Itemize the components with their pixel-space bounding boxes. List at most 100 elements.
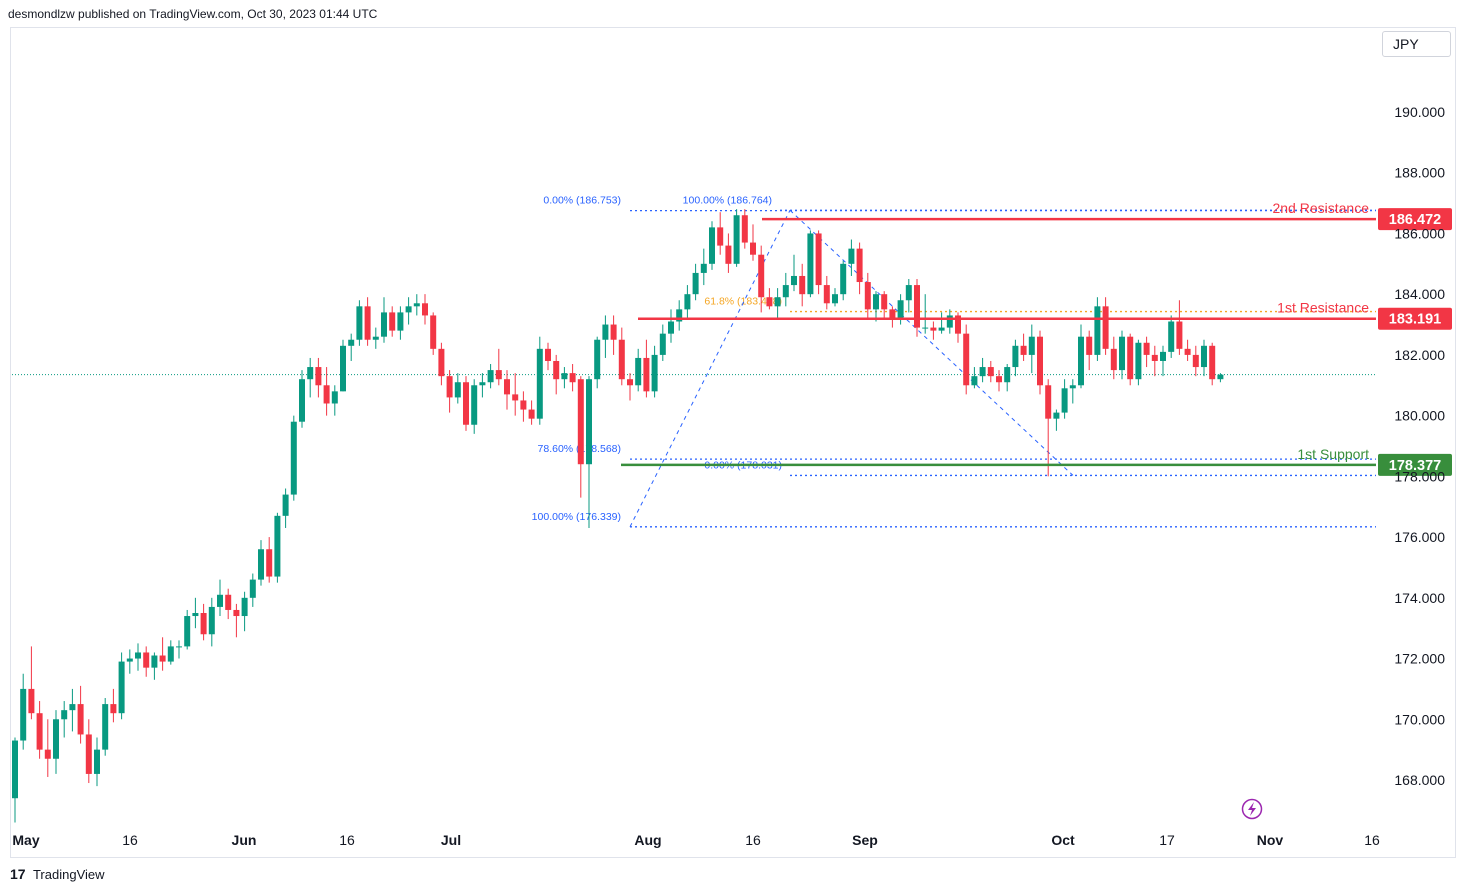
- candle-body[interactable]: [299, 379, 305, 422]
- candle-body[interactable]: [225, 594, 232, 610]
- candle-body[interactable]: [110, 704, 117, 714]
- candle-body[interactable]: [471, 385, 478, 425]
- candle-body[interactable]: [1020, 345, 1027, 355]
- candle-body[interactable]: [389, 312, 396, 331]
- candle-body[interactable]: [184, 616, 191, 647]
- candle-body[interactable]: [167, 646, 174, 662]
- candle-body[interactable]: [315, 367, 322, 386]
- candle-body[interactable]: [28, 688, 35, 714]
- candle-body[interactable]: [504, 379, 510, 395]
- candle-body[interactable]: [528, 409, 535, 419]
- candle-body[interactable]: [856, 248, 863, 283]
- candle-body[interactable]: [241, 597, 248, 617]
- candle-body[interactable]: [307, 367, 314, 380]
- candle-body[interactable]: [955, 315, 961, 334]
- candle-body[interactable]: [1184, 348, 1191, 355]
- candle-body[interactable]: [479, 382, 486, 386]
- candle-body[interactable]: [1078, 336, 1084, 386]
- candle-body[interactable]: [274, 515, 281, 577]
- candle-body[interactable]: [1094, 306, 1101, 355]
- candle-body[interactable]: [1151, 354, 1158, 361]
- candle-body[interactable]: [20, 688, 27, 741]
- candle-body[interactable]: [659, 333, 666, 355]
- candle-body[interactable]: [61, 710, 68, 720]
- candle-body[interactable]: [53, 719, 59, 759]
- candle-body[interactable]: [536, 348, 543, 419]
- candle-body[interactable]: [118, 661, 125, 714]
- candle-body[interactable]: [971, 376, 978, 386]
- candle-body[interactable]: [889, 309, 896, 319]
- candle-body[interactable]: [217, 594, 223, 607]
- candle-body[interactable]: [823, 285, 830, 304]
- candle-body[interactable]: [545, 348, 551, 361]
- candle-body[interactable]: [873, 294, 879, 310]
- candle-body[interactable]: [413, 303, 420, 307]
- candle-body[interactable]: [1127, 336, 1134, 380]
- candle-body[interactable]: [192, 613, 199, 617]
- candle-body[interactable]: [651, 354, 658, 392]
- candle-body[interactable]: [397, 312, 404, 331]
- candle-body[interactable]: [12, 740, 18, 799]
- candle-body[interactable]: [126, 658, 133, 662]
- candle-body[interactable]: [487, 370, 494, 383]
- candle-body[interactable]: [1012, 345, 1019, 368]
- candle-body[interactable]: [1119, 336, 1125, 371]
- candle-body[interactable]: [807, 233, 814, 295]
- candle-body[interactable]: [594, 339, 601, 380]
- candle-body[interactable]: [1028, 336, 1035, 355]
- candle-body[interactable]: [553, 360, 560, 380]
- candle-body[interactable]: [979, 367, 986, 377]
- candle-body[interactable]: [1110, 348, 1117, 371]
- candle-body[interactable]: [1209, 345, 1216, 380]
- candle-body[interactable]: [700, 263, 707, 273]
- candle-body[interactable]: [331, 391, 338, 404]
- candle-body[interactable]: [815, 233, 822, 286]
- candle-body[interactable]: [372, 336, 379, 340]
- candle-body[interactable]: [446, 376, 453, 398]
- candle-body[interactable]: [176, 646, 182, 648]
- candle-body[interactable]: [282, 494, 289, 516]
- candle-body[interactable]: [922, 327, 929, 329]
- candle-body[interactable]: [635, 357, 642, 386]
- candle-body[interactable]: [741, 215, 748, 243]
- candle-body[interactable]: [44, 749, 51, 759]
- candle-body[interactable]: [733, 215, 740, 264]
- candle-body[interactable]: [692, 272, 699, 295]
- candle-body[interactable]: [799, 275, 806, 295]
- candle-body[interactable]: [938, 327, 945, 331]
- candle-body[interactable]: [430, 315, 437, 349]
- candle-body[interactable]: [627, 379, 633, 386]
- candle-body[interactable]: [249, 579, 256, 598]
- candle-body[interactable]: [577, 379, 584, 465]
- candle-body[interactable]: [1086, 336, 1093, 355]
- candle-body[interactable]: [1053, 412, 1060, 419]
- candle-body[interactable]: [1201, 345, 1207, 368]
- candle-body[interactable]: [1037, 336, 1043, 386]
- candle-body[interactable]: [143, 652, 150, 668]
- candle-body[interactable]: [381, 312, 387, 337]
- candle-body[interactable]: [586, 379, 592, 465]
- candle-body[interactable]: [85, 734, 92, 774]
- candle-body[interactable]: [356, 306, 363, 340]
- candle-body[interactable]: [905, 285, 912, 301]
- candle-body[interactable]: [996, 376, 1002, 383]
- candle-body[interactable]: [864, 282, 871, 310]
- candle-body[interactable]: [495, 370, 502, 380]
- candle-body[interactable]: [463, 382, 469, 425]
- candle-body[interactable]: [151, 655, 158, 668]
- candle-body[interactable]: [946, 315, 953, 328]
- candle-body[interactable]: [323, 385, 330, 404]
- candle-body[interactable]: [1061, 388, 1068, 413]
- candle-body[interactable]: [725, 245, 732, 264]
- candle-body[interactable]: [774, 297, 781, 307]
- candle-body[interactable]: [208, 606, 215, 635]
- candle-body[interactable]: [1160, 351, 1166, 361]
- candle-body[interactable]: [750, 242, 756, 255]
- candle-body[interactable]: [1143, 342, 1150, 355]
- candle-body[interactable]: [782, 285, 789, 298]
- candle-body[interactable]: [233, 609, 240, 617]
- candle-body[interactable]: [987, 367, 994, 377]
- candle-body[interactable]: [561, 373, 568, 380]
- candle-body[interactable]: [77, 704, 84, 735]
- candle-body[interactable]: [1135, 342, 1142, 380]
